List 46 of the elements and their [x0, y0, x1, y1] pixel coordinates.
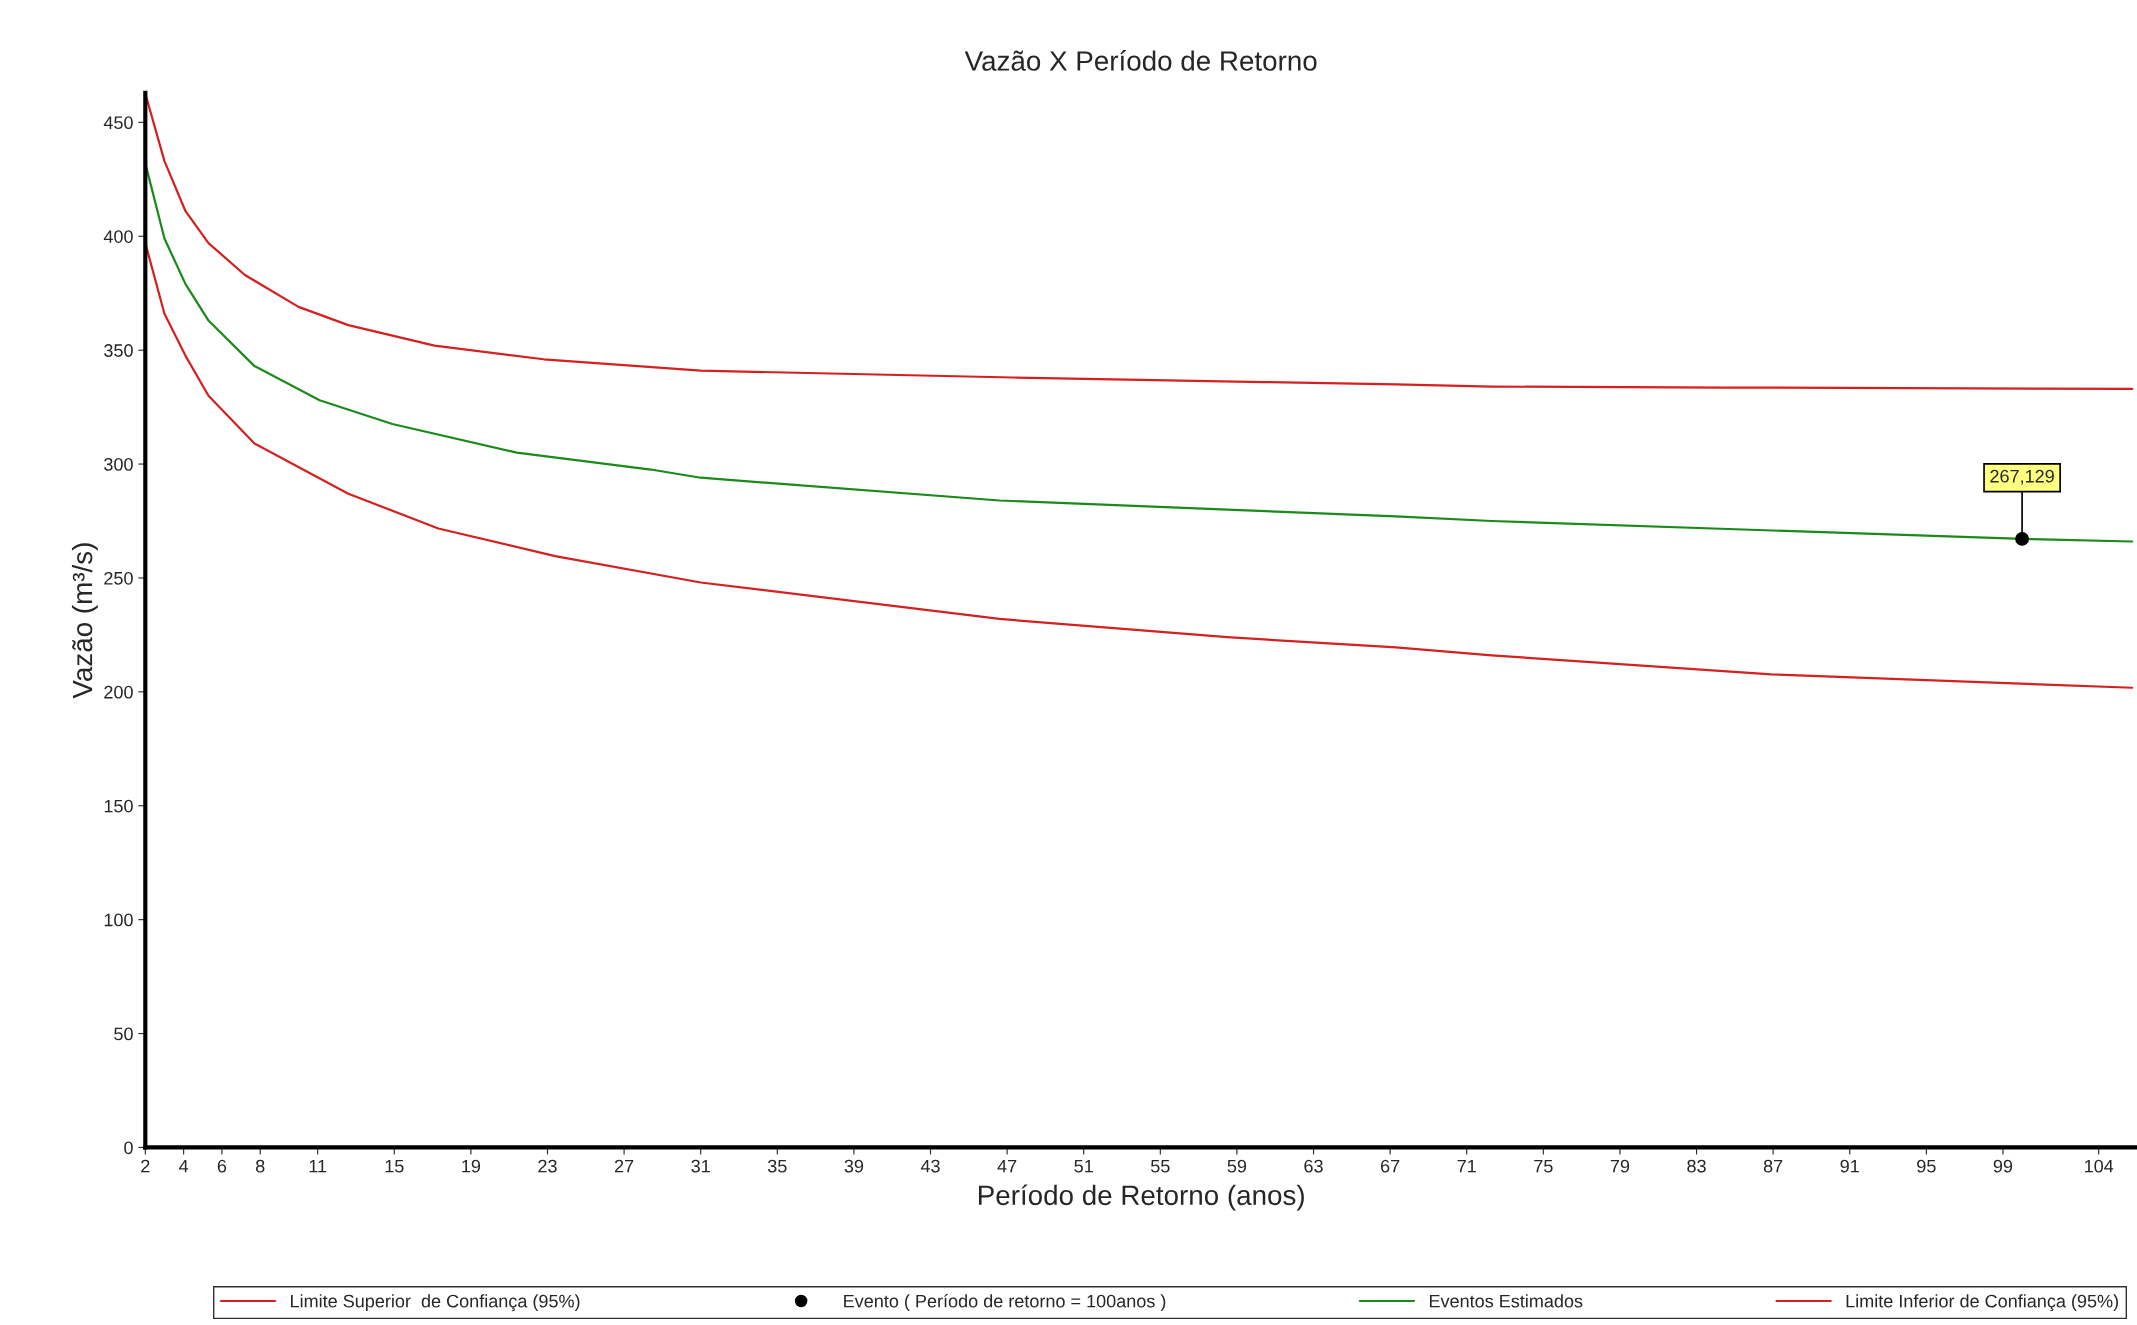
y-tick-label: 200	[104, 685, 133, 699]
x-tick-label: 2	[141, 1159, 150, 1173]
x-tick-label: 87	[1763, 1159, 1783, 1173]
legend-label: Evento ( Período de retorno = 100anos )	[844, 1294, 1166, 1312]
y-tick-label: 400	[103, 230, 133, 243]
x-tick-label: 11	[309, 1159, 327, 1173]
x-tick-label: 27	[614, 1159, 634, 1173]
x-tick-label: 35	[767, 1159, 787, 1173]
x-tick-label: 67	[1380, 1159, 1400, 1173]
x-tick-label: 91	[1840, 1159, 1859, 1173]
x-tick-label: 99	[1993, 1159, 2013, 1173]
x-tick-label: 55	[1150, 1159, 1170, 1173]
x-tick-label: 15	[385, 1159, 404, 1173]
y-tick-label: 50	[114, 1027, 133, 1041]
x-tick-label: 63	[1304, 1159, 1323, 1173]
x-tick-label: 31	[691, 1159, 710, 1173]
x-tick-label: 51	[1074, 1159, 1093, 1173]
x-tick-label: 6	[217, 1159, 227, 1173]
y-tick-label: 0	[124, 1141, 133, 1155]
x-tick-label: 79	[1610, 1159, 1630, 1173]
x-tick-label: 47	[997, 1159, 1017, 1173]
chart-title: Vazão X Período de Retorno	[964, 50, 1317, 71]
y-tick-label: 350	[104, 344, 133, 357]
x-tick-label: 104	[2085, 1159, 2114, 1173]
x-tick-label: 75	[1534, 1159, 1553, 1173]
x-axis-title: Período de Retorno (anos)	[979, 1184, 1304, 1211]
y-tick-label: 150	[104, 799, 133, 813]
x-tick-label: 59	[1227, 1159, 1247, 1173]
legend-label: Limite Inferior de Confiança (95%)	[1846, 1294, 2118, 1312]
legend-label: Eventos Estimados	[1429, 1294, 1583, 1308]
y-tick-label: 450	[103, 116, 133, 130]
annotation: 267,129	[1990, 469, 2054, 485]
x-tick-label: 95	[1917, 1159, 1936, 1173]
x-tick-label: 8	[255, 1159, 265, 1173]
y-tick-label: 100	[104, 913, 133, 927]
y-axis-title: Vazão (m³/s)	[71, 543, 98, 699]
x-tick-label: 71	[1457, 1159, 1476, 1173]
y-tick-label: 300	[104, 457, 133, 471]
x-tick-label: 19	[462, 1159, 481, 1173]
x-tick-label: 43	[920, 1159, 940, 1173]
y-tick-label: 250	[104, 571, 133, 585]
x-tick-label: 39	[844, 1159, 864, 1173]
x-tick-label: 4	[179, 1159, 189, 1173]
x-tick-label: 23	[538, 1159, 557, 1173]
legend-label: Limite Superior de Confiança (95%)	[291, 1294, 580, 1312]
x-tick-label: 83	[1687, 1159, 1706, 1173]
